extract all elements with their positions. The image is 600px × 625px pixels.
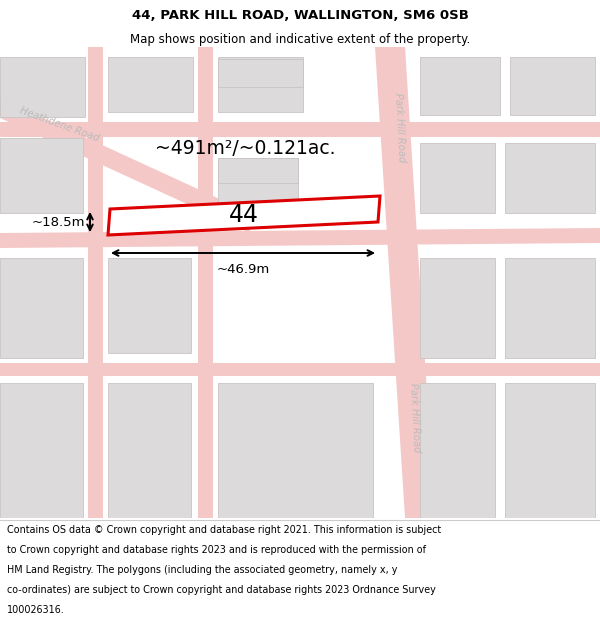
Bar	[218, 57, 303, 112]
Bar	[0, 258, 83, 358]
Text: ~491m²/~0.121ac.: ~491m²/~0.121ac.	[155, 139, 335, 158]
Bar	[505, 258, 595, 358]
Bar	[505, 383, 595, 518]
Polygon shape	[0, 122, 600, 137]
Polygon shape	[375, 47, 435, 518]
Text: Contains OS data © Crown copyright and database right 2021. This information is : Contains OS data © Crown copyright and d…	[7, 526, 442, 536]
Text: ~18.5m: ~18.5m	[32, 216, 85, 229]
Bar	[0, 57, 85, 117]
Bar	[218, 59, 303, 87]
Bar	[505, 143, 595, 213]
Text: 44, PARK HILL ROAD, WALLINGTON, SM6 0SB: 44, PARK HILL ROAD, WALLINGTON, SM6 0SB	[131, 9, 469, 22]
Text: Park Hill Road: Park Hill Road	[393, 93, 407, 163]
Text: to Crown copyright and database rights 2023 and is reproduced with the permissio: to Crown copyright and database rights 2…	[7, 545, 426, 555]
Text: HM Land Registry. The polygons (including the associated geometry, namely x, y: HM Land Registry. The polygons (includin…	[7, 565, 398, 575]
Bar	[218, 158, 298, 183]
Text: Map shows position and indicative extent of the property.: Map shows position and indicative extent…	[130, 33, 470, 46]
Bar	[108, 57, 193, 112]
Text: 44: 44	[229, 204, 259, 228]
Bar	[108, 383, 191, 518]
Bar	[218, 383, 373, 518]
Bar	[420, 143, 495, 213]
Bar	[0, 383, 83, 518]
Polygon shape	[108, 196, 380, 235]
Polygon shape	[0, 228, 600, 248]
Bar	[420, 57, 500, 115]
Text: 100026316.: 100026316.	[7, 604, 65, 614]
Text: Park Hill Road: Park Hill Road	[408, 383, 422, 453]
Bar	[420, 383, 495, 518]
Polygon shape	[0, 363, 600, 376]
Bar	[218, 158, 298, 213]
Polygon shape	[198, 47, 213, 518]
Bar	[510, 57, 595, 115]
Bar	[0, 138, 83, 213]
Text: co-ordinates) are subject to Crown copyright and database rights 2023 Ordnance S: co-ordinates) are subject to Crown copyr…	[7, 585, 436, 595]
Polygon shape	[88, 47, 103, 518]
Bar	[420, 258, 495, 358]
Text: ~46.9m: ~46.9m	[217, 263, 269, 276]
Bar	[108, 258, 191, 353]
Text: Heathdene Road: Heathdene Road	[18, 106, 100, 144]
Polygon shape	[0, 98, 250, 233]
